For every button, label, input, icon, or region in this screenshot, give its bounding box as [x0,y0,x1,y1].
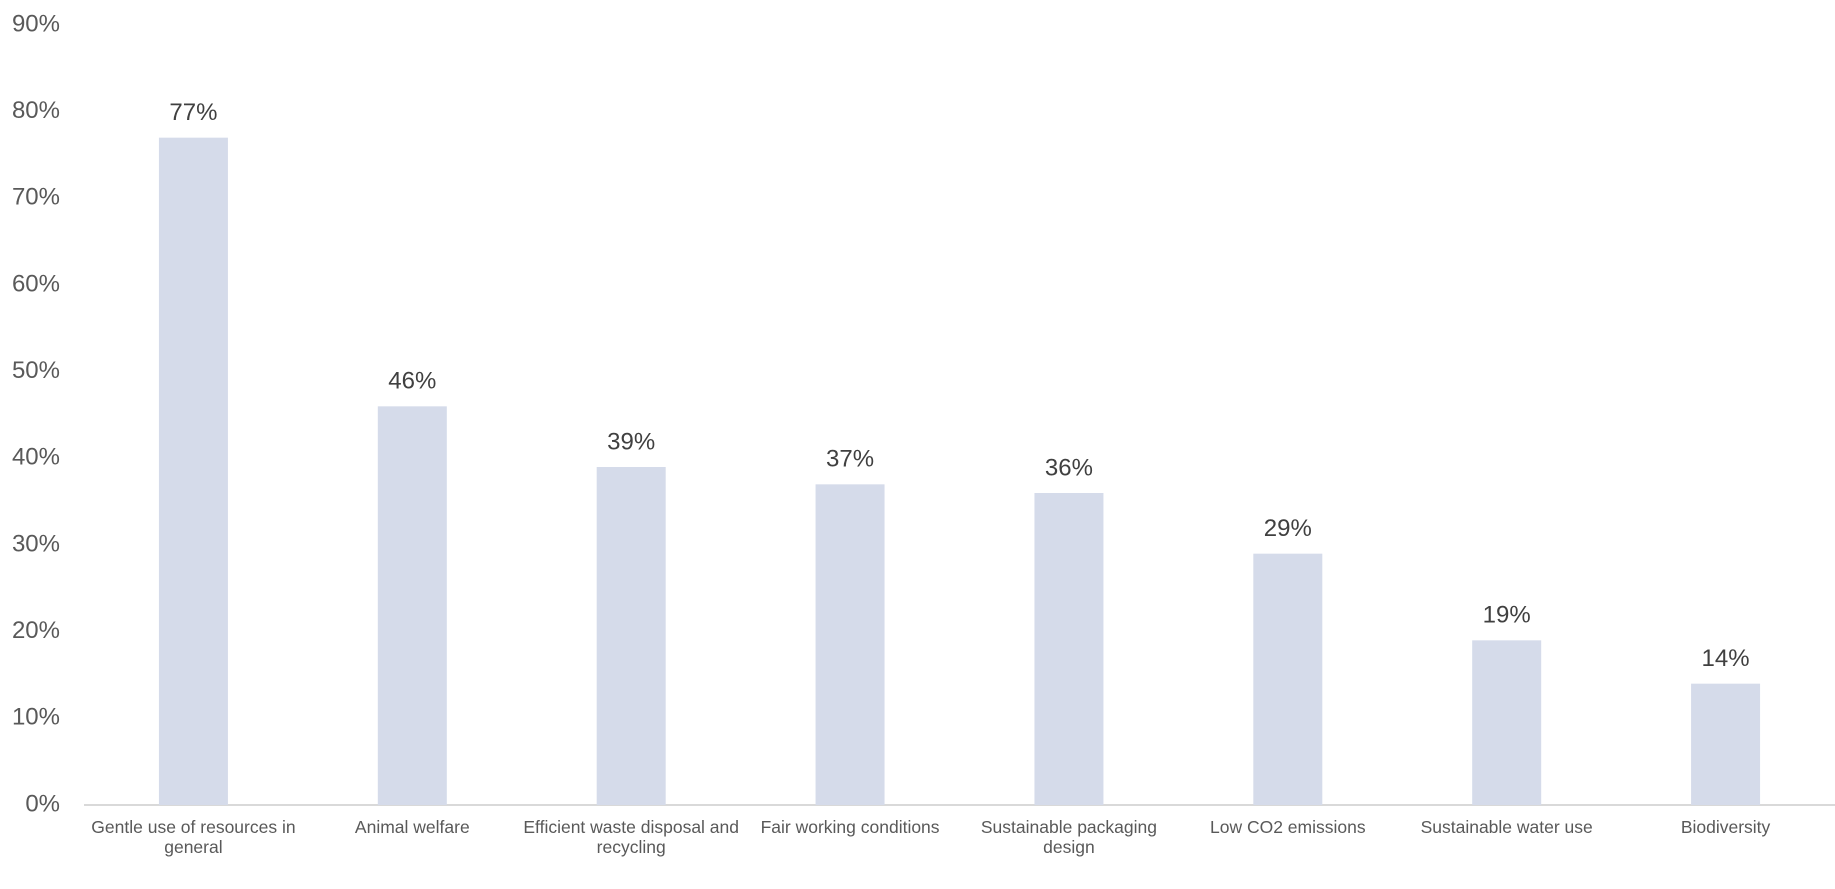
bar [377,406,447,805]
data-label: 29% [1264,515,1312,542]
data-label: 46% [388,368,436,395]
x-tick-label: Low CO2 emissions [1210,817,1366,837]
data-label: 39% [607,428,655,455]
y-tick-label: 30% [12,530,60,557]
x-tick-label: Sustainable water use [1420,817,1593,837]
y-tick-label: 70% [12,184,60,211]
y-tick-label: 50% [12,357,60,384]
x-tick-label: Gentle use of resources in general [91,817,296,857]
x-tick-label: Animal welfare [354,817,470,837]
bar [815,484,885,805]
x-tick-label: Efficient waste disposal and recycling [523,817,739,857]
y-tick-label: 90% [12,10,60,37]
y-tick-label: 60% [12,270,60,297]
y-tick-label: 0% [25,790,60,817]
y-tick-label: 80% [12,97,60,124]
data-label: 77% [169,99,217,126]
bar [158,137,228,805]
x-tick-label: Fair working conditions [760,817,940,837]
y-tick-label: 40% [12,444,60,471]
data-label: 37% [826,446,874,473]
x-tick-label: Biodiversity [1680,817,1771,837]
bar [1034,493,1104,805]
data-label: 19% [1483,602,1531,629]
data-label: 14% [1702,645,1750,672]
y-tick-label: 20% [12,617,60,644]
y-tick-label: 10% [12,704,60,731]
bar [1253,553,1323,805]
x-tick-label: Sustainable packaging design [980,817,1157,857]
bar [1691,683,1761,805]
data-label: 36% [1045,454,1093,481]
bar [1472,640,1542,805]
bar [596,467,666,805]
